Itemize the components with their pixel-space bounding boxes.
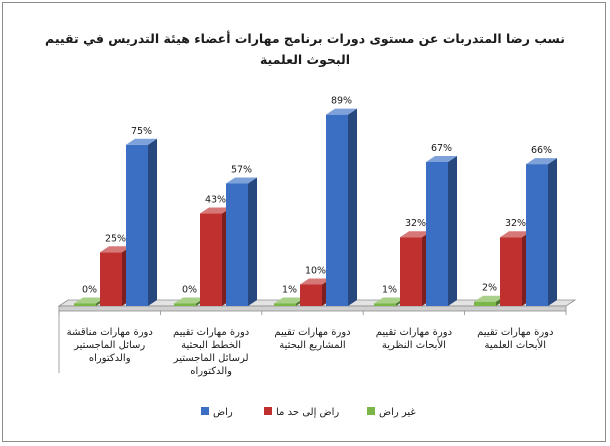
bar-front [200,213,222,306]
bar-front [226,183,248,306]
bar-top [100,246,131,253]
data-label: 32% [405,218,426,229]
bar-top [426,155,457,162]
bar-top [474,295,505,302]
data-label: 1% [282,285,297,296]
data-label: 57% [231,164,252,175]
category-labels-group: دورة مهارات تقييم الأبحاث العلمية دورة مها… [67,327,554,377]
legend-label: راض إلى حد ما [276,407,339,418]
legend-label: راض [213,407,233,418]
bar-front [126,144,148,306]
bar-top [200,207,231,214]
category-label: دورة مهارات تقييم المشاريع البحثية [274,327,350,351]
bar-top [274,297,305,304]
bar-side [348,108,357,307]
bar [426,155,457,306]
bar-top [226,177,257,184]
bar-side [548,158,557,306]
bar-front [74,303,96,306]
bar-side [248,177,257,306]
data-label: 2% [482,283,497,294]
bar-front [174,303,196,306]
data-label: 43% [205,195,226,206]
category-label: دورة مهارات تقييم الأبحاث العلمية [477,327,553,351]
data-labels-group: 2% 1% 1% 0% 0% 32% 32% 10% 43% 25% 66% 67% 89% 57% 75% [82,96,552,296]
bar-front [374,303,396,306]
bar-front [300,284,322,306]
bar-front [500,237,522,306]
floor-front [58,305,567,312]
chart-frame: نسب رضا المتدربات عن مستوى دورات برنامج … [2,2,606,442]
category-label: دورة مهارات تقييم الأبحاث النظرية [376,327,452,351]
bar-front [274,303,296,306]
data-label: 1% [382,285,397,296]
bar-chart: نسب رضا المتدربات عن مستوى دورات برنامج … [45,30,577,418]
bar-front [526,164,548,306]
bar-top [126,138,157,145]
bar-front [426,161,448,306]
bar-front [326,114,348,307]
data-label: 0% [182,285,197,296]
data-label: 75% [131,126,152,137]
data-label: 67% [431,143,452,154]
data-label: 32% [505,218,526,229]
bar-top [74,297,105,304]
category-label: دورة مهارات مناقشة رسائل الماجستير والدكتو… [67,327,153,364]
bar-front [400,237,422,306]
bar-top [326,108,357,115]
bars-group [74,108,557,307]
data-label: 25% [105,233,126,244]
bar-top [374,297,405,304]
legend-label: غير راض [379,407,416,418]
bar-top [526,158,557,165]
legend: راض راض إلى حد ما غير راض [201,407,416,418]
category-label: دورة مهارات تقييم الخطط البحثية لرسائل الم… [173,327,250,377]
data-label: 66% [531,145,552,156]
bar-side [148,138,157,306]
bar-top [174,297,205,304]
data-label: 10% [305,266,326,277]
bar [226,177,257,306]
bar [526,158,557,306]
bar-top [400,231,431,238]
bar-side [448,155,457,306]
data-label: 89% [331,96,352,107]
legend-swatch [367,407,375,415]
legend-item: غير راض [367,407,416,418]
bar-front [100,252,122,306]
legend-item: راض [201,407,233,418]
legend-swatch [201,407,209,415]
chart-title-line: البحوث العلمية [260,52,350,67]
legend-item: راض إلى حد ما [264,407,339,418]
bar-front [474,301,496,306]
bar-top [300,278,331,285]
data-label: 0% [82,285,97,296]
legend-swatch [264,407,272,415]
bar-top [500,231,531,238]
chart-title: نسب رضا المتدربات عن مستوى دورات برنامج … [45,30,565,67]
bar [126,138,157,306]
chart-title-line: نسب رضا المتدربات عن مستوى دورات برنامج … [45,30,565,46]
bar [326,108,357,307]
